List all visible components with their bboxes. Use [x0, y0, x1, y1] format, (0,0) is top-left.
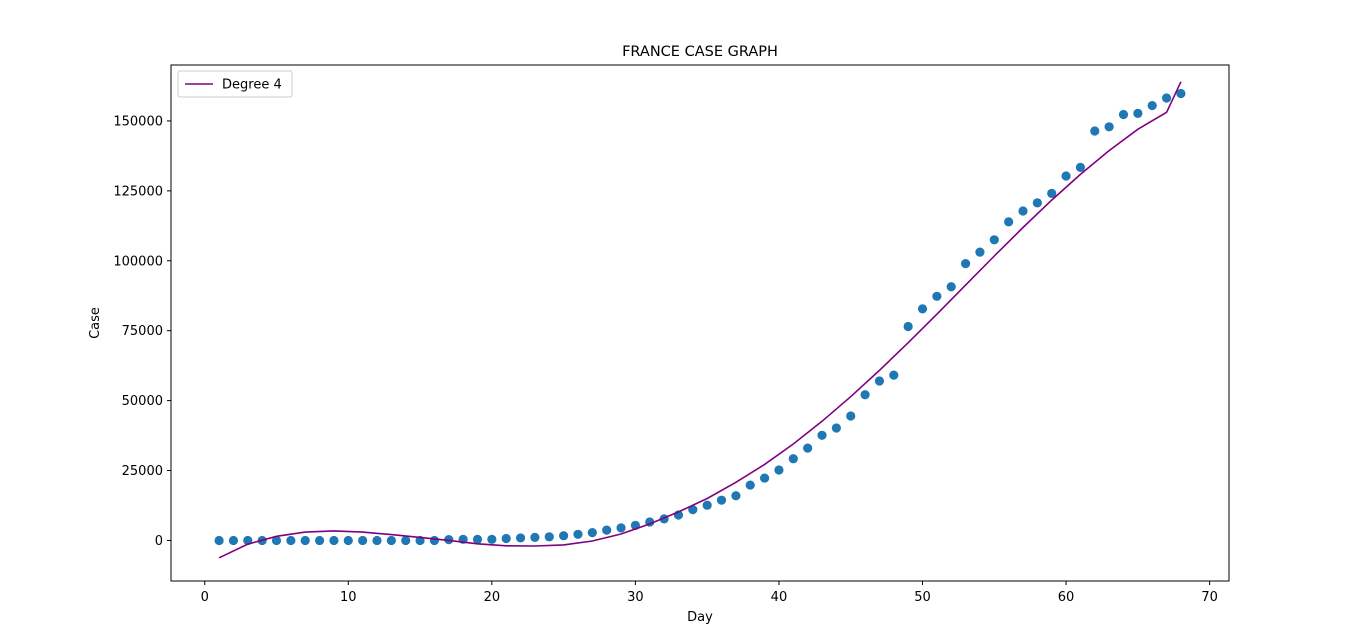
series-line-degree-4	[218, 81, 1182, 559]
data-point	[803, 443, 813, 453]
data-point	[386, 535, 396, 546]
data-point	[745, 480, 755, 490]
chart-title: FRANCE CASE GRAPH	[622, 44, 778, 60]
data-point	[903, 321, 913, 332]
data-point	[817, 430, 827, 440]
data-point	[1004, 217, 1014, 227]
data-point	[1047, 188, 1057, 198]
data-point	[515, 533, 526, 543]
data-point	[960, 258, 971, 269]
y-tick-label: 50000	[122, 394, 163, 409]
data-point	[731, 491, 741, 501]
data-point	[401, 535, 411, 546]
data-point	[831, 423, 841, 433]
data-point	[702, 500, 712, 510]
data-point	[228, 535, 239, 546]
data-point	[1018, 206, 1028, 216]
x-axis: 0 10 20 30 40 50 60 70	[201, 581, 1218, 605]
data-point	[559, 531, 569, 541]
y-tick-label: 25000	[122, 464, 163, 479]
data-point	[946, 282, 956, 292]
data-point	[917, 304, 928, 314]
x-axis-title: Day	[687, 610, 713, 625]
data-point	[487, 534, 497, 544]
data-point	[860, 390, 870, 400]
data-point	[472, 534, 483, 544]
x-tick-label: 10	[340, 590, 357, 605]
x-tick-label: 70	[1201, 590, 1218, 605]
data-point	[846, 411, 856, 421]
data-point	[1075, 162, 1086, 172]
data-point	[975, 247, 985, 257]
data-point	[1176, 88, 1186, 99]
data-point	[1090, 126, 1100, 136]
data-point	[271, 535, 282, 546]
data-point	[530, 532, 540, 542]
legend-box	[177, 70, 293, 98]
data-point	[1118, 109, 1129, 120]
legend: Degree 4	[177, 70, 293, 98]
data-point	[932, 291, 942, 301]
data-point	[889, 370, 899, 380]
data-point	[788, 454, 798, 464]
legend-label: Degree 4	[222, 78, 282, 93]
x-tick-label: 50	[914, 590, 931, 605]
y-tick-label: 125000	[113, 184, 163, 199]
data-point	[774, 465, 784, 475]
data-point	[874, 376, 885, 386]
data-point	[587, 528, 597, 538]
data-point	[314, 535, 325, 546]
plot-area	[170, 64, 1230, 582]
x-tick-label: 30	[627, 590, 644, 605]
data-point	[1133, 108, 1143, 118]
data-point	[616, 523, 626, 533]
data-point	[358, 535, 368, 546]
data-point	[989, 235, 999, 245]
data-point	[286, 535, 296, 546]
data-point	[329, 535, 339, 546]
data-point	[1061, 171, 1071, 181]
x-tick-label: 20	[484, 590, 501, 605]
data-point	[300, 535, 310, 546]
data-point	[501, 533, 511, 544]
y-tick-label: 100000	[113, 254, 163, 269]
data-point	[573, 529, 583, 539]
plot-frame	[170, 64, 1230, 582]
data-point	[1147, 100, 1157, 111]
y-axis: 0 25000 50000 75000 100000 125000 150000	[113, 114, 171, 549]
data-point	[688, 505, 698, 515]
data-point	[1104, 122, 1114, 132]
data-point	[602, 525, 612, 535]
data-point	[343, 535, 353, 546]
y-axis-title: Case	[88, 307, 103, 339]
data-point	[1032, 198, 1042, 208]
data-point	[429, 535, 440, 546]
y-tick-label: 0	[155, 534, 163, 549]
data-point	[544, 532, 554, 542]
y-tick-label: 150000	[113, 114, 163, 129]
data-point	[759, 473, 770, 483]
data-point	[1161, 93, 1172, 103]
x-tick-label: 60	[1058, 590, 1075, 605]
y-tick-label: 75000	[122, 324, 163, 339]
data-point	[372, 535, 382, 546]
x-tick-label: 40	[771, 590, 788, 605]
data-point	[716, 495, 727, 505]
data-point	[214, 535, 224, 546]
x-tick-label: 0	[201, 590, 209, 605]
